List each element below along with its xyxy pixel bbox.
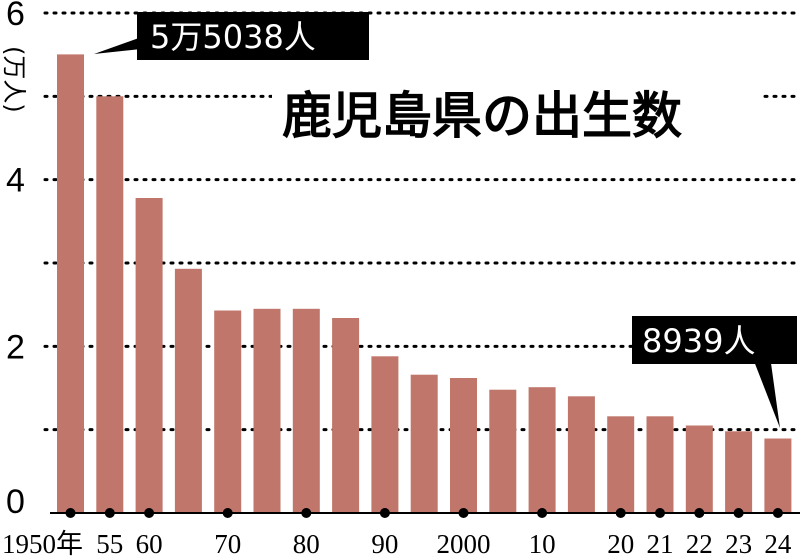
x-tick-label: 60 (136, 529, 163, 559)
y-axis-unit-label: (万人) (0, 46, 28, 113)
bar (332, 318, 360, 513)
x-tick-dot (655, 508, 665, 518)
x-tick-label: 20 (607, 529, 634, 559)
bar (646, 416, 674, 513)
bar (292, 308, 320, 513)
x-tick-label: 70 (214, 529, 241, 559)
x-tick-label: 10 (529, 529, 556, 559)
bar (450, 378, 477, 513)
x-tick-label: 55 (96, 529, 123, 559)
callout-1950: 5万5038人 (94, 12, 369, 60)
x-tick-dot (104, 508, 115, 518)
bars (57, 54, 792, 514)
x-tick-label: 24 (764, 529, 792, 559)
y-tick-label: 4 (6, 162, 25, 200)
x-tick-dot (694, 508, 705, 518)
x-tick-labels: 1950年 55 60 70 80 90 2000 10 20 21 22 23 24 (2, 529, 792, 559)
y-tick-label: 6 (6, 0, 25, 33)
bar (607, 416, 635, 513)
x-tick-label: 90 (371, 529, 398, 559)
callout-1950-text: 5万5038人 (150, 18, 316, 56)
x-tick-label: 1950年 (2, 529, 83, 559)
y-tick-label: 0 (6, 483, 25, 521)
bar (528, 387, 556, 513)
chart-title: 鹿児島県の出生数 (282, 87, 682, 145)
x-tick-dot (379, 508, 390, 518)
x-tick-dot (733, 508, 744, 518)
callout-1950-box (137, 12, 369, 60)
x-tick-dot (301, 508, 312, 518)
x-tick-dot (458, 508, 469, 518)
bar (371, 356, 399, 513)
x-tick-dot (144, 508, 155, 518)
x-tick-dot (222, 508, 233, 518)
bar (253, 308, 281, 513)
y-axis-unit-text: (万人) (0, 46, 28, 113)
callout-1950-pointer (94, 34, 150, 54)
bar (174, 268, 202, 513)
x-tick-dot (65, 508, 76, 518)
y-tick-labels: 0 2 4 6 (6, 0, 25, 521)
bar (725, 431, 753, 513)
callout-2024-text: 8939人 (642, 322, 755, 360)
x-tick-label: 21 (647, 529, 674, 559)
callout-2024-box (632, 316, 797, 364)
x-tick-label: 2000 (437, 529, 491, 559)
x-tick-label: 22 (686, 529, 713, 559)
bar (135, 198, 163, 513)
bar (96, 96, 124, 514)
x-tick-label: 80 (293, 529, 320, 559)
bar (685, 425, 713, 513)
x-tick-dots (65, 508, 783, 518)
x-tick-dot (537, 508, 548, 518)
callout-2024-pointer (752, 356, 780, 428)
bar (764, 438, 792, 513)
x-tick-label: 23 (725, 529, 752, 559)
bar (410, 374, 438, 513)
bar (214, 310, 242, 513)
bar (567, 396, 595, 513)
bar (57, 54, 84, 514)
y-tick-label: 2 (6, 328, 25, 366)
callout-2024: 8939人 (632, 316, 797, 428)
x-tick-dot (615, 508, 626, 518)
bar (489, 389, 517, 513)
x-tick-dot (772, 508, 783, 518)
title-background (272, 80, 760, 148)
